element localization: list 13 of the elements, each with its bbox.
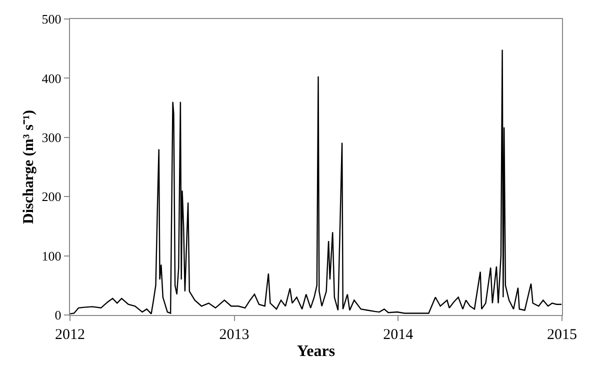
y-axis-title: Discharge (m³ s⁻¹): [21, 110, 38, 224]
y-tick-label: 300: [42, 130, 62, 145]
y-tick-label: 400: [42, 70, 62, 86]
x-tick-label: 2014: [383, 327, 414, 344]
y-tick-label: 0: [54, 308, 62, 323]
x-tick-label: 2015: [547, 327, 577, 344]
y-tick-label: 500: [42, 12, 62, 27]
x-axis-title: Years: [296, 342, 336, 360]
x-tick-label: 2012: [55, 327, 85, 344]
x-tick-label: 2013: [219, 327, 250, 344]
y-tick-label: 100: [42, 248, 62, 264]
line-series: [70, 49, 562, 314]
y-tick-label: 200: [42, 189, 62, 204]
